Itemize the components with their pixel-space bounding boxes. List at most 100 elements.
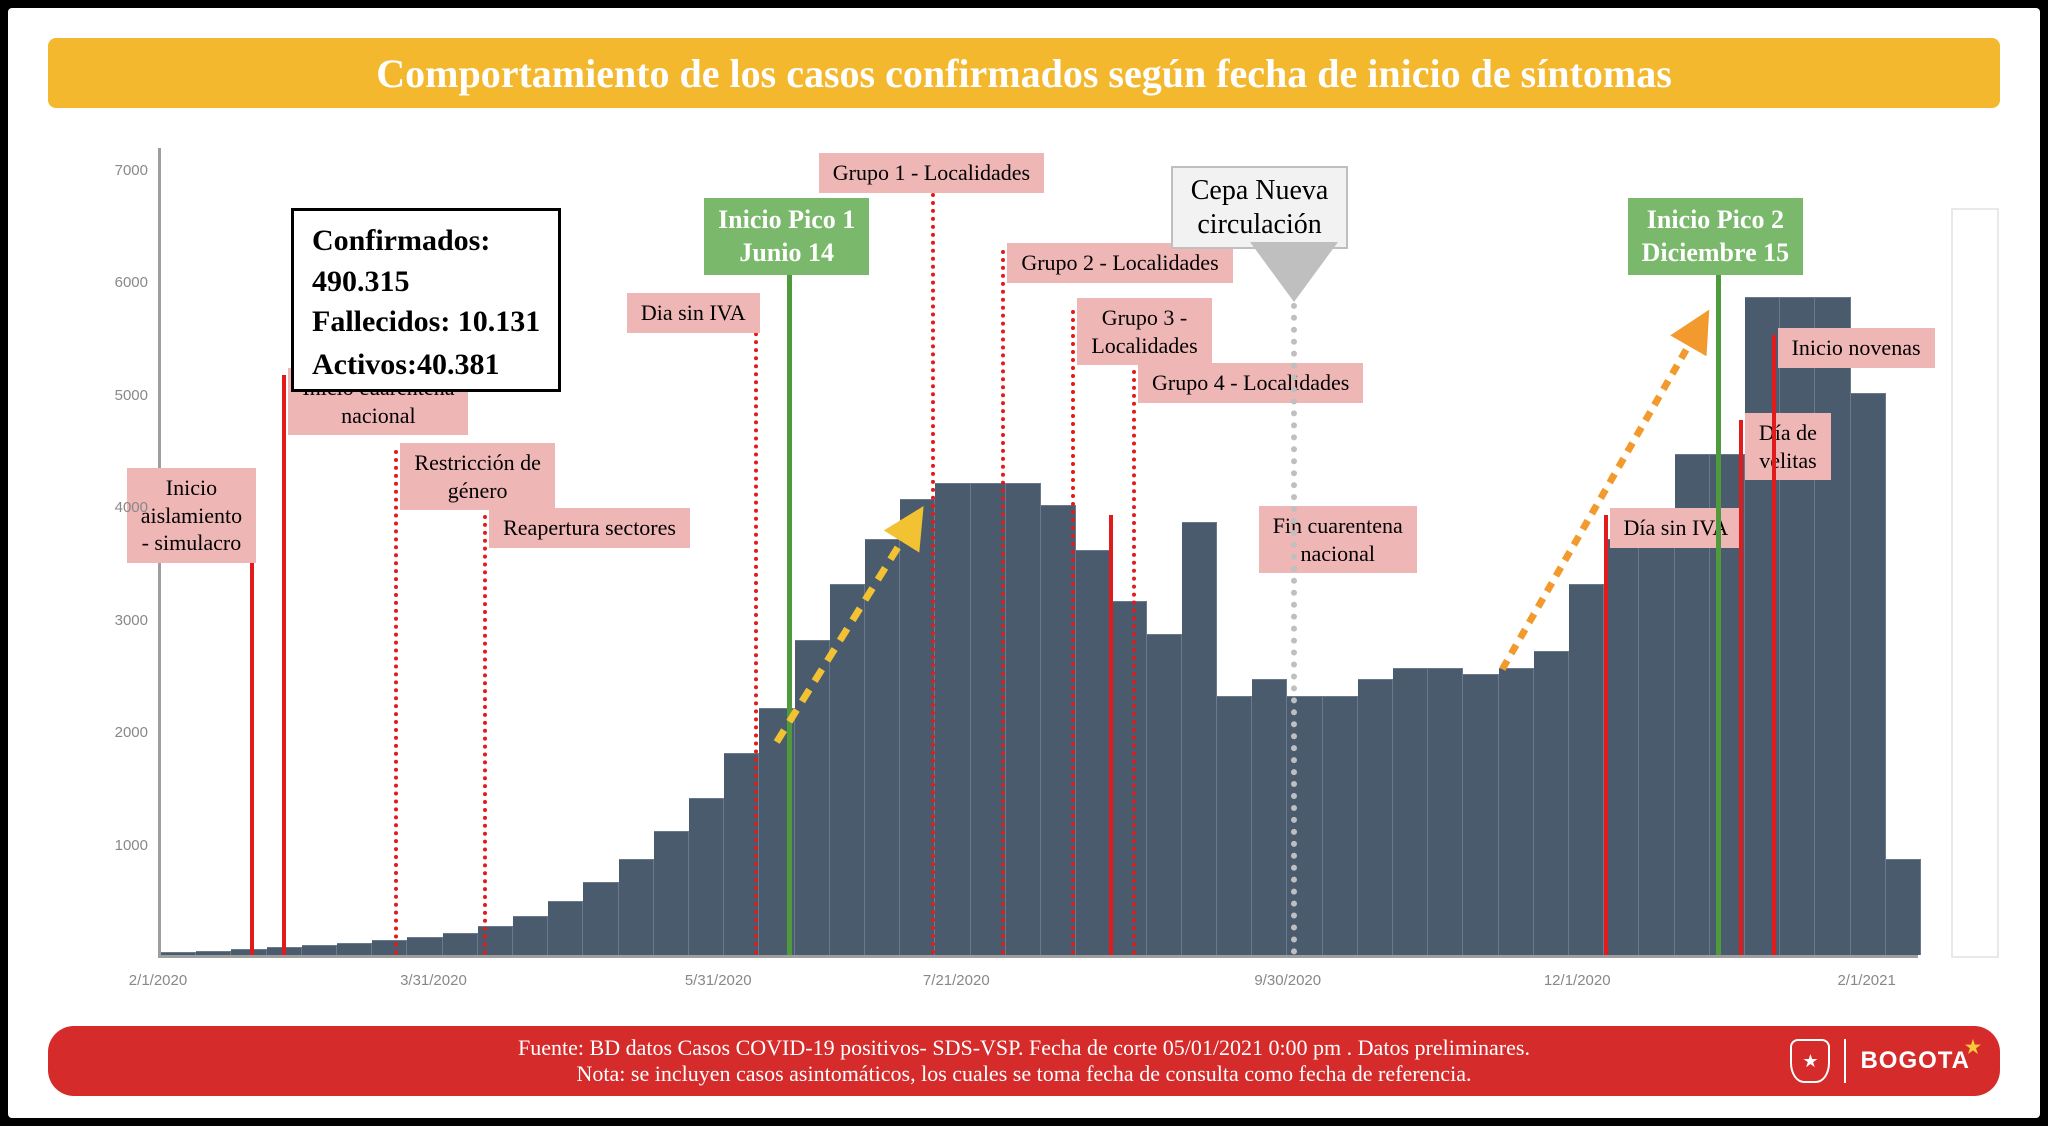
histogram-bar bbox=[443, 933, 478, 956]
histogram-bar bbox=[689, 798, 724, 956]
right-blank-bar bbox=[1951, 208, 1999, 958]
histogram-bar bbox=[1569, 584, 1604, 955]
histogram-bar bbox=[1111, 601, 1146, 955]
histogram-bar bbox=[583, 882, 618, 955]
histogram-bar bbox=[1147, 634, 1182, 955]
x-tick-label: 9/30/2020 bbox=[1254, 972, 1321, 989]
histogram-bar bbox=[1182, 522, 1217, 955]
annotation-label-pink: Grupo 1 - Localidades bbox=[819, 153, 1044, 193]
histogram-bar bbox=[1534, 651, 1569, 955]
y-tick-label: 1000 bbox=[98, 837, 148, 854]
stats-activos: Activos:40.381 bbox=[312, 345, 540, 386]
stats-confirmados-value: 490.315 bbox=[312, 262, 540, 303]
histogram-bar bbox=[1815, 297, 1850, 955]
histogram-bar bbox=[1780, 297, 1815, 955]
title-bar: Comportamiento de los casos confirmados … bbox=[48, 38, 2000, 108]
annotation-label-pink: Grupo 3 -Localidades bbox=[1077, 298, 1211, 365]
histogram-bar bbox=[830, 584, 865, 955]
chevron-down-icon bbox=[1250, 242, 1338, 302]
x-tick-label: 7/21/2020 bbox=[923, 972, 990, 989]
annotation-label-pink: Restricción degénero bbox=[400, 443, 554, 510]
histogram-bar bbox=[1463, 674, 1498, 955]
histogram-bar bbox=[302, 945, 337, 955]
histogram-bar bbox=[1604, 539, 1639, 955]
histogram-bar bbox=[1851, 393, 1886, 956]
y-tick-label: 2000 bbox=[98, 724, 148, 741]
x-tick-label: 3/31/2020 bbox=[400, 972, 467, 989]
y-tick-label: 3000 bbox=[98, 612, 148, 629]
y-tick-label: 7000 bbox=[98, 162, 148, 179]
histogram-bar bbox=[1252, 679, 1287, 955]
stats-fallecidos: Fallecidos: 10.131 bbox=[312, 302, 540, 343]
annotation-line bbox=[1716, 205, 1721, 955]
logo-text: BOGOTA ★ bbox=[1860, 1047, 1970, 1075]
histogram-bar bbox=[1639, 533, 1674, 955]
annotation-label-pink: Grupo 4 - Localidades bbox=[1138, 363, 1363, 403]
logo-separator bbox=[1844, 1039, 1846, 1083]
histogram-bar bbox=[1886, 859, 1921, 955]
histogram-bar bbox=[900, 499, 935, 955]
histogram-bar bbox=[1393, 668, 1428, 955]
annotation-line bbox=[1604, 515, 1608, 955]
annotation-line bbox=[394, 450, 398, 955]
histogram-bar bbox=[337, 943, 372, 955]
histogram-bar bbox=[407, 937, 442, 955]
x-tick-label: 2/1/2020 bbox=[129, 972, 187, 989]
slide: Comportamiento de los casos confirmados … bbox=[8, 8, 2040, 1118]
annotation-label-pink: Inicio novenas bbox=[1778, 328, 1935, 368]
histogram-bar bbox=[1428, 668, 1463, 955]
annotation-label-green: Inicio Pico 1Junio 14 bbox=[704, 198, 869, 275]
star-icon: ★ bbox=[1965, 1037, 1982, 1058]
x-tick-label: 5/31/2020 bbox=[685, 972, 752, 989]
chart-area: Inicioaislamiento- simulacroInicio cuare… bbox=[68, 138, 1980, 1008]
histogram-bar bbox=[548, 901, 583, 955]
annotation-cepa-label: Cepa Nuevacirculación bbox=[1171, 166, 1349, 249]
histogram-bar bbox=[1499, 668, 1534, 955]
plot-region: Inicioaislamiento- simulacroInicio cuare… bbox=[158, 148, 1918, 958]
histogram-bar bbox=[196, 951, 231, 956]
stats-box: Confirmados:490.315Fallecidos: 10.131Act… bbox=[291, 208, 561, 392]
histogram-bar bbox=[865, 539, 900, 955]
annotation-line bbox=[1109, 515, 1113, 955]
histogram-bar bbox=[619, 859, 654, 955]
histogram-bar bbox=[795, 640, 830, 955]
annotation-line bbox=[1739, 420, 1743, 955]
annotation-line bbox=[1071, 310, 1075, 955]
footer-line2: Nota: se incluyen casos asintomáticos, l… bbox=[518, 1061, 1530, 1087]
histogram-bar bbox=[1323, 696, 1358, 955]
y-tick-label: 4000 bbox=[98, 499, 148, 516]
histogram-bar bbox=[513, 916, 548, 955]
annotation-label-pink: Dia sin IVA bbox=[627, 293, 760, 333]
annotation-line bbox=[754, 300, 758, 955]
histogram-bar bbox=[654, 831, 689, 955]
stats-confirmados: Confirmados: bbox=[312, 221, 540, 262]
annotation-line bbox=[931, 185, 935, 955]
annotation-line bbox=[483, 515, 487, 955]
annotation-label-pink: Día develitas bbox=[1745, 413, 1831, 480]
footer-line1: Fuente: BD datos Casos COVID-19 positivo… bbox=[518, 1035, 1530, 1061]
annotation-label-pink: Día sin IVA bbox=[1610, 508, 1743, 548]
histogram-bar bbox=[1006, 483, 1041, 956]
histogram-bar bbox=[161, 952, 196, 955]
x-tick-label: 2/1/2021 bbox=[1837, 972, 1895, 989]
histogram-bar bbox=[935, 483, 970, 956]
annotation-line bbox=[1001, 250, 1005, 955]
annotation-label-pink: Fin cuarentenanacional bbox=[1259, 506, 1417, 573]
shield-icon: ★ bbox=[1790, 1039, 1830, 1083]
annotation-line bbox=[1132, 370, 1136, 955]
annotation-line bbox=[787, 205, 792, 955]
footer-text: Fuente: BD datos Casos COVID-19 positivo… bbox=[518, 1035, 1530, 1087]
histogram-bar bbox=[372, 940, 407, 955]
annotation-line bbox=[282, 375, 286, 955]
histogram-bar bbox=[1217, 696, 1252, 955]
annotation-label-green: Inicio Pico 2Diciembre 15 bbox=[1628, 198, 1804, 275]
annotation-line bbox=[1772, 335, 1776, 955]
annotation-label-pink: Reapertura sectores bbox=[489, 508, 690, 548]
histogram-bar bbox=[1076, 550, 1111, 955]
title-text: Comportamiento de los casos confirmados … bbox=[376, 50, 1672, 97]
histogram-bar bbox=[1358, 679, 1393, 955]
y-tick-label: 5000 bbox=[98, 387, 148, 404]
x-tick-label: 12/1/2020 bbox=[1544, 972, 1611, 989]
footer-bar: Fuente: BD datos Casos COVID-19 positivo… bbox=[48, 1026, 2000, 1096]
footer-logo: ★ BOGOTA ★ bbox=[1790, 1039, 1970, 1083]
